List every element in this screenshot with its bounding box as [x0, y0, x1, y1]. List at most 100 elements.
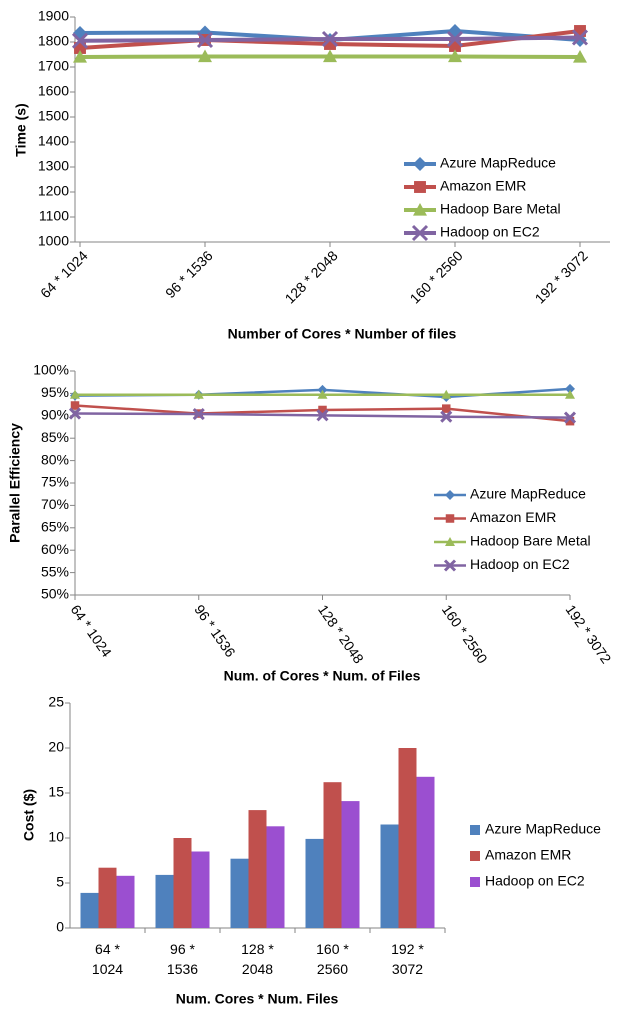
marker: [574, 25, 586, 37]
x-tick-label-line: 1536: [167, 961, 198, 977]
bar: [80, 892, 99, 928]
marker: [318, 405, 327, 415]
y-tick-label: 95%: [41, 384, 69, 400]
bar: [230, 858, 249, 928]
bar: [305, 838, 324, 928]
bar: [266, 826, 285, 928]
x-tick-label: 160 * 2560: [316, 941, 349, 977]
y-tick-label: 70%: [41, 496, 69, 512]
y-tick-label: 10: [48, 829, 64, 845]
marker: [563, 411, 577, 424]
x-tick-label: 192 * 3072: [532, 247, 591, 306]
marker: [74, 42, 86, 54]
y-tick-label: 1000: [38, 233, 69, 249]
bar: [380, 824, 399, 928]
marker: [565, 383, 575, 394]
marker: [446, 30, 464, 48]
marker: [73, 50, 87, 63]
x-tick-label: 128 * 2048: [241, 941, 274, 977]
y-tick-label: 80%: [41, 451, 69, 467]
marker: [565, 416, 575, 426]
y-tick-label: 15: [48, 784, 64, 800]
y-tick-label: 65%: [41, 519, 69, 535]
marker: [411, 224, 429, 242]
y-tick-label: 1800: [38, 33, 69, 49]
bar: [98, 867, 117, 928]
bar: [323, 782, 342, 928]
y-tick-label: 85%: [41, 429, 69, 445]
x-tick-label: 128 * 2048: [282, 247, 341, 306]
marker: [565, 389, 575, 399]
x-axis-title: Num. of Cores * Num. of Files: [224, 668, 421, 684]
bar: [173, 838, 192, 928]
x-tick-label-line: 1024: [92, 961, 123, 977]
legend-label: Azure MapReduce: [470, 486, 586, 502]
x-tick-label: 192 * 3072: [563, 602, 615, 667]
bar: [155, 874, 174, 928]
x-tick-label: 64 * 1024: [92, 941, 123, 977]
y-tick-label: 1500: [38, 108, 69, 124]
bar: [398, 748, 417, 928]
marker: [321, 30, 339, 48]
legend-swatch: [470, 877, 480, 887]
marker: [198, 49, 212, 63]
legend-swatch: [470, 851, 480, 861]
y-tick-label: 1600: [38, 83, 69, 99]
y-tick-label: 1700: [38, 58, 69, 74]
marker: [445, 537, 455, 546]
marker: [440, 410, 453, 423]
y-axis-title: Parallel Efficiency: [7, 423, 23, 543]
marker: [317, 389, 328, 399]
y-tick-label: 25: [48, 694, 64, 710]
x-tick-label-line: 96 *: [170, 941, 195, 957]
marker: [196, 31, 214, 49]
marker: [413, 203, 427, 216]
x-tick-label: 128 * 2048: [315, 602, 367, 667]
x-tick-label-line: 192 *: [391, 941, 424, 957]
marker: [324, 38, 336, 50]
marker: [448, 49, 462, 63]
bar: [341, 801, 360, 928]
y-tick-label: 50%: [41, 586, 69, 602]
y-tick-label: 20: [48, 739, 64, 755]
legend-label: Azure MapReduce: [440, 155, 556, 171]
x-tick-label: 96 * 1536: [191, 602, 239, 660]
marker: [414, 181, 426, 193]
legend-label: Hadoop on EC2: [470, 556, 570, 572]
y-tick-label: 1200: [38, 183, 69, 199]
x-tick-label-line: 64 *: [95, 941, 120, 957]
x-tick-label-line: 3072: [392, 961, 423, 977]
legend-label: Amazon EMR: [440, 178, 526, 194]
x-tick-label: 192 * 3072: [391, 941, 424, 977]
legend-label: Hadoop on EC2: [440, 224, 540, 240]
y-axis-title: Time (s): [13, 103, 29, 156]
y-tick-label: 55%: [41, 563, 69, 579]
marker: [441, 389, 452, 399]
y-tick-label: 1400: [38, 133, 69, 149]
x-tick-label: 96 * 1536: [162, 247, 216, 301]
bar: [191, 851, 210, 928]
marker: [192, 407, 205, 421]
x-tick-label: 160 * 2560: [439, 602, 491, 667]
marker: [449, 40, 461, 52]
x-tick-label-line: 128 *: [241, 941, 274, 957]
bar: [116, 875, 135, 928]
x-tick-label-line: 160 *: [316, 941, 349, 957]
y-tick-label: 75%: [41, 474, 69, 490]
marker: [443, 559, 457, 572]
y-tick-label: 60%: [41, 541, 69, 557]
y-axis-title: Cost ($): [21, 789, 37, 841]
bar: [248, 810, 267, 928]
y-tick-label: 1900: [38, 8, 69, 24]
y-tick-label: 5: [56, 874, 64, 890]
legend-swatch: [470, 825, 480, 835]
bar: [416, 776, 435, 928]
marker: [316, 409, 329, 422]
marker: [323, 49, 337, 63]
marker: [70, 389, 80, 399]
x-tick-label: 96 * 1536: [167, 941, 198, 977]
legend-label: Hadoop on EC2: [485, 873, 585, 889]
marker: [445, 490, 455, 500]
x-axis-title: Num. Cores * Num. Files: [176, 991, 339, 1007]
